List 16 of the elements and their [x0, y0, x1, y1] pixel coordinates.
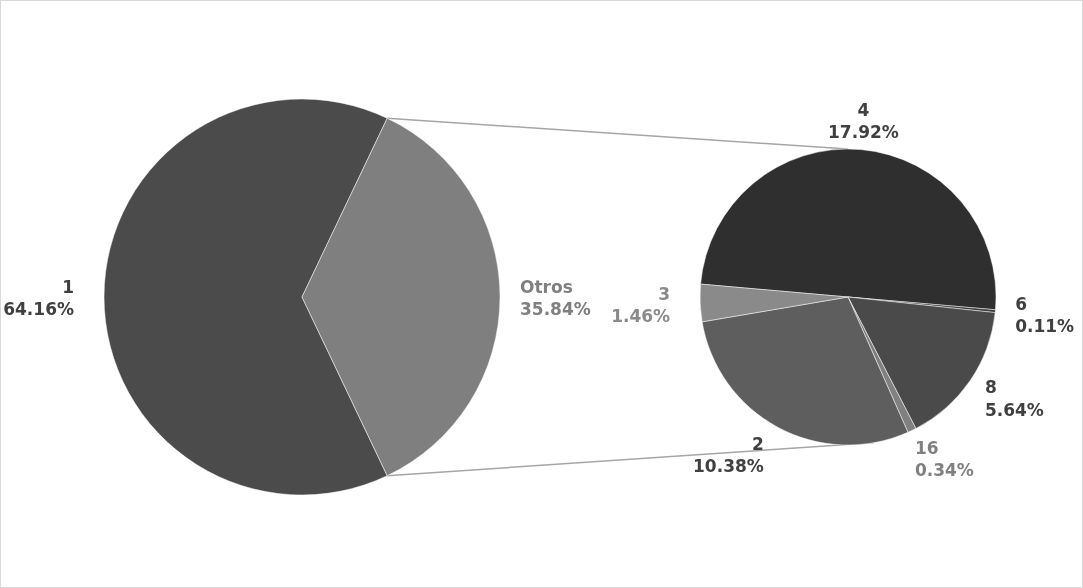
slice-label: 3 — [658, 284, 671, 305]
slice-label: Otros — [520, 277, 573, 297]
slice-label: 2 — [751, 433, 764, 454]
slice-label: 8 — [984, 377, 997, 398]
slice-label: 4 — [857, 99, 870, 120]
data-label: 0.34% — [914, 459, 974, 480]
data-label: 1.46% — [611, 306, 671, 327]
data-label: 10.38% — [693, 455, 764, 476]
data-label: 0.11% — [1015, 316, 1075, 337]
data-label: 35.84% — [520, 299, 591, 320]
data-label: 64.16% — [3, 299, 74, 320]
data-label: 5.64% — [984, 399, 1044, 420]
slice-label: 16 — [914, 437, 939, 458]
data-label: 17.92% — [828, 121, 899, 142]
slice-label: 6 — [1015, 294, 1028, 315]
slice-label: 1 — [62, 277, 74, 297]
